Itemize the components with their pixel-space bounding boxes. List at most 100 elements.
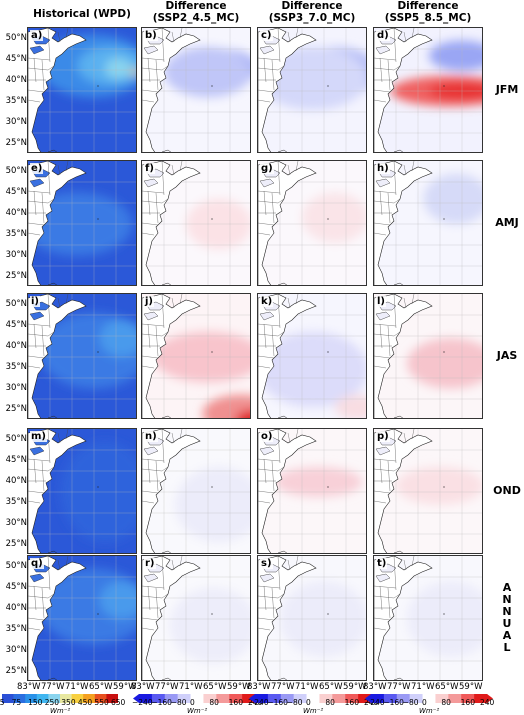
colorbar-tick: 450 (77, 698, 93, 707)
state-border (374, 458, 397, 462)
lat-tick: 50°N (5, 33, 27, 43)
state-border (403, 432, 407, 444)
colorbar-extend-high (487, 694, 493, 703)
colorbar-tick: −160 (151, 698, 172, 707)
lat-tick: 30°N (5, 117, 27, 127)
state-border (28, 458, 51, 462)
state-border (393, 556, 397, 591)
lat-tick: 45°N (5, 187, 27, 197)
colorbar-tick: 75 (11, 698, 22, 707)
island (47, 149, 58, 152)
colorbar-swatch (13, 694, 26, 703)
colorbar-swatch (332, 694, 346, 703)
map-svg (142, 161, 250, 285)
state-border (147, 585, 151, 611)
state-border (258, 232, 271, 236)
colorbar-tick: 160 (344, 698, 359, 707)
lon-tick: 71°W (295, 682, 319, 692)
state-border (147, 323, 151, 349)
island (443, 486, 445, 488)
colorbar-tick: 650 (111, 698, 126, 707)
state-border (33, 323, 37, 349)
state-border (374, 198, 401, 204)
state-border (171, 164, 175, 176)
state-border (263, 323, 267, 349)
lon-tick: 83°W (363, 682, 387, 692)
panel-label: t) (376, 558, 388, 569)
colorbar-tick: 0 (190, 698, 195, 707)
state-border (374, 355, 391, 359)
panel-label: r) (144, 558, 156, 569)
coastline (374, 556, 433, 680)
coastline (28, 161, 87, 285)
colorbar-swatch (242, 694, 256, 703)
lon-tick: 77°W (41, 682, 65, 692)
state-border (258, 190, 281, 194)
colorbar-tick: 160 (228, 698, 243, 707)
island (393, 550, 404, 553)
coastline (258, 294, 317, 418)
colorbar-swatch (422, 694, 436, 703)
state-border (47, 556, 51, 591)
state-border (28, 500, 41, 504)
colorbar-swatch (319, 694, 333, 703)
panel-label: f) (144, 163, 155, 174)
state-border (28, 627, 41, 631)
state-border (258, 466, 285, 472)
state-border (287, 559, 291, 571)
colorbar-tick: −80 (402, 698, 419, 707)
state-border (28, 490, 45, 494)
lat-tick: 45°N (5, 320, 27, 330)
state-border (374, 65, 401, 71)
state-border (277, 161, 281, 196)
map-svg (374, 28, 482, 152)
state-border (374, 222, 391, 226)
colorbar-swatch (229, 694, 243, 703)
state-border (28, 190, 51, 194)
column-title-hist: Historical (WPD) (33, 8, 131, 20)
state-border (28, 331, 55, 337)
lat-tick: 40°N (5, 341, 27, 351)
lat-tick: 35°N (5, 96, 27, 106)
map-panel-i: i) (27, 293, 137, 419)
state-border (65, 556, 69, 567)
colorbar-swatch (71, 694, 84, 703)
state-border (277, 28, 281, 63)
state-border (155, 325, 159, 357)
state-border (393, 294, 397, 329)
lon-tick: 77°W (387, 682, 411, 692)
state-border (379, 323, 383, 349)
colorbar-swatch (474, 694, 488, 703)
state-border (142, 89, 159, 93)
colorbar-swatch (190, 694, 204, 703)
colorbar-unit: Wm⁻² (303, 707, 324, 715)
lat-tick: 45°N (5, 455, 27, 465)
colorbar-swatch (83, 694, 96, 703)
state-border (147, 458, 151, 484)
state-border (155, 460, 159, 492)
state-border (258, 89, 275, 93)
state-border (142, 500, 155, 504)
island (211, 613, 213, 615)
state-border (142, 355, 159, 359)
state-border (28, 617, 45, 621)
lon-tick: 59°W (343, 682, 367, 692)
state-border (147, 190, 151, 216)
state-border (258, 365, 271, 369)
state-border (33, 585, 37, 611)
state-border (28, 57, 51, 61)
lon-tick: 77°W (155, 682, 179, 692)
colorbar-swatch (203, 694, 217, 703)
lon-tick: 65°W (435, 682, 459, 692)
state-border (161, 161, 165, 196)
lat-tick: 40°N (5, 476, 27, 486)
state-border (142, 627, 155, 631)
column-title-s370: Difference (SSP3_7.0_MC) (268, 0, 356, 24)
colorbar-svg (365, 694, 493, 703)
island (277, 415, 288, 418)
state-border (411, 294, 415, 305)
map-svg (142, 556, 250, 680)
island (393, 415, 404, 418)
lon-tick: 71°W (411, 682, 435, 692)
state-border (179, 294, 183, 305)
